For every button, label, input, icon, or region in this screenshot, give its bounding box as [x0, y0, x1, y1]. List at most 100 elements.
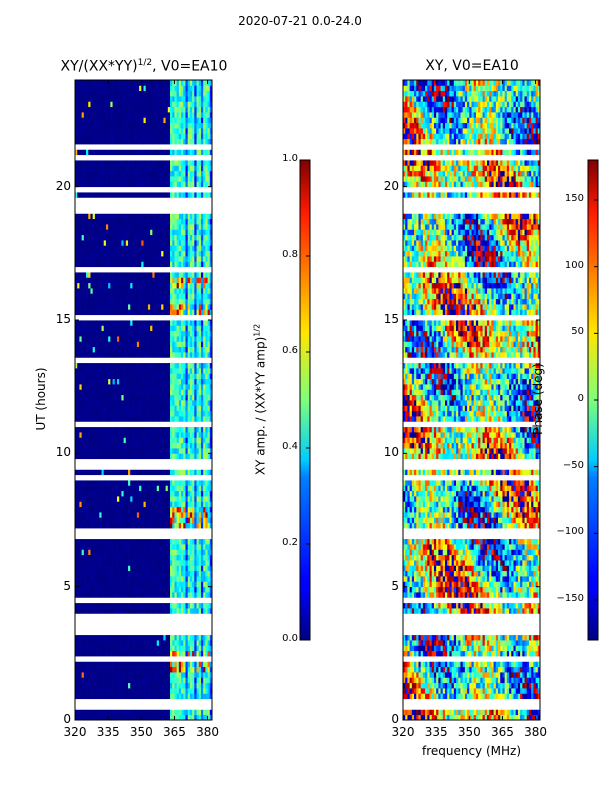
- amp-cell: [101, 405, 105, 412]
- amp-cell: [121, 474, 125, 481]
- amp-cell: [209, 490, 212, 497]
- amp-cell: [81, 288, 85, 294]
- amp-cell: [94, 453, 98, 460]
- amp-cell: [170, 709, 173, 716]
- amp-cell: [116, 394, 120, 401]
- amp-cell: [203, 394, 206, 401]
- amp-cell: [194, 666, 197, 673]
- amp-cell: [145, 394, 149, 401]
- amp-cell: [88, 501, 91, 508]
- amp-cell: [132, 405, 136, 412]
- amp-cell: [161, 458, 164, 465]
- amp-cell: [97, 352, 100, 358]
- amp-cell: [189, 538, 193, 545]
- amp-cell: [154, 645, 158, 652]
- amp-cell: [158, 293, 162, 300]
- amp-cell: [209, 560, 212, 566]
- amp-cell: [150, 581, 153, 588]
- amp-cell: [181, 677, 184, 684]
- amp-cell: [110, 330, 113, 337]
- amp-cell: [192, 394, 195, 401]
- amp-cell: [147, 597, 151, 604]
- amp-cell: [83, 693, 87, 700]
- amp-cell: [112, 682, 116, 689]
- amp-cell: [134, 704, 138, 710]
- amp-cell: [150, 506, 153, 513]
- amp-cell: [163, 309, 166, 316]
- amp-cell: [170, 634, 173, 641]
- amp-cell: [81, 512, 85, 518]
- amp-cell: [77, 512, 80, 518]
- amp-cell: [134, 458, 138, 465]
- amp-cell: [105, 597, 109, 604]
- amp-cell: [141, 512, 144, 518]
- amp-cell: [116, 634, 120, 641]
- amp-cell: [88, 458, 91, 465]
- amp-cell: [99, 469, 102, 476]
- amp-cell: [198, 336, 202, 342]
- amp-cell: [176, 704, 180, 710]
- amp-cell: [181, 325, 184, 332]
- amp-cell: [187, 608, 191, 614]
- amp-cell: [86, 336, 89, 342]
- amp-cell: [110, 506, 113, 513]
- amp-cell: [165, 352, 169, 358]
- amp-cell: [200, 565, 204, 572]
- amp-cell: [167, 384, 171, 390]
- amp-cell: [97, 368, 100, 374]
- amp-cell: [183, 533, 186, 540]
- amp-cell: [167, 709, 171, 716]
- amp-cell: [121, 325, 125, 332]
- amp-cell: [156, 672, 160, 678]
- amp-cell: [116, 490, 120, 497]
- amp-cell: [128, 565, 131, 572]
- amp-cell: [92, 682, 96, 689]
- amp-cell: [92, 533, 96, 540]
- amp-cell: [145, 624, 149, 630]
- amp-cell: [183, 474, 186, 481]
- amp-cell: [123, 629, 127, 636]
- amp-cell: [134, 298, 138, 305]
- amp-cell: [183, 293, 186, 300]
- amp-cell: [123, 410, 127, 417]
- amp-cell: [143, 373, 147, 380]
- amp-cell: [97, 693, 100, 700]
- amp-cell: [83, 602, 87, 609]
- amp-cell: [92, 512, 96, 518]
- amp-cell: [119, 410, 122, 417]
- amp-cell: [194, 320, 197, 326]
- amp-cell: [156, 410, 160, 417]
- amp-cell: [152, 432, 155, 438]
- amp-cell: [200, 650, 204, 657]
- amp-cell: [209, 613, 212, 620]
- amp-cell: [161, 496, 164, 502]
- amp-cell: [196, 410, 200, 417]
- amp-cell: [176, 352, 180, 358]
- amp-cell: [121, 437, 125, 444]
- amp-cell: [130, 677, 133, 684]
- amp-cell: [176, 469, 180, 476]
- amp-cell: [83, 565, 87, 572]
- amp-cell: [130, 448, 133, 454]
- amp-cell: [123, 330, 127, 337]
- amp-cell: [209, 650, 212, 657]
- amp-cell: [136, 421, 140, 428]
- amp-cell: [154, 362, 158, 369]
- amp-cell: [150, 469, 153, 476]
- amp-cell: [143, 389, 147, 396]
- amp-cell: [103, 368, 107, 374]
- amp-cell: [154, 698, 158, 705]
- amp-cell: [205, 453, 208, 460]
- amp-cell: [150, 410, 153, 417]
- amp-cell: [192, 640, 195, 646]
- amp-cell: [163, 480, 166, 486]
- amp-cell: [83, 677, 87, 684]
- amp-cell: [123, 501, 127, 508]
- amp-cell: [110, 314, 113, 321]
- amp-cell: [174, 506, 178, 513]
- amp-cell: [94, 570, 98, 577]
- amp-cell: [194, 586, 197, 593]
- amp-cell: [163, 645, 166, 652]
- amp-cell: [207, 666, 211, 673]
- amp-cell: [145, 293, 149, 300]
